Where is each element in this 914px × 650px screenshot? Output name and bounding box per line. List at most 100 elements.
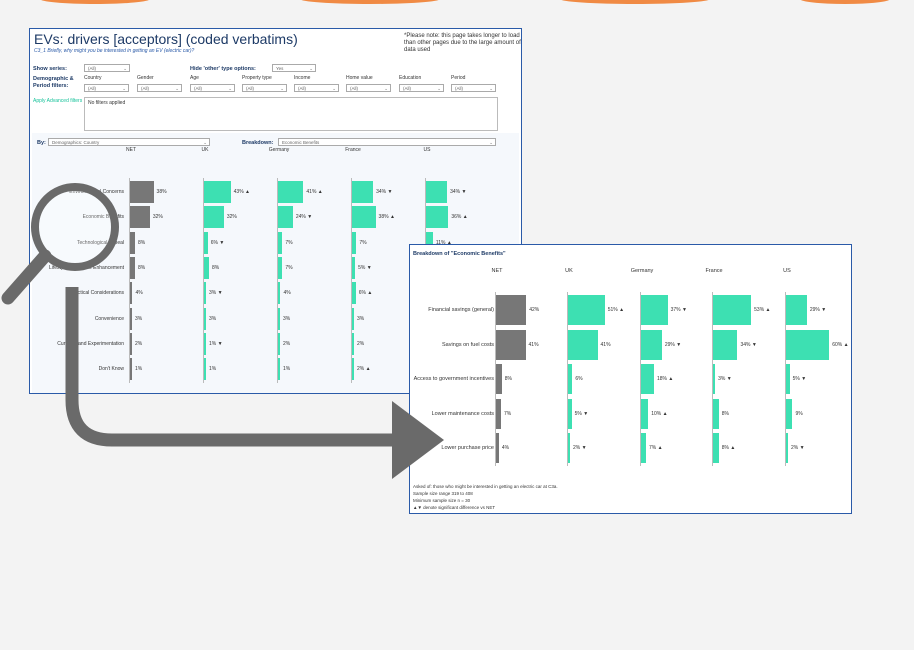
chevron-down-icon: ⌄ xyxy=(280,86,284,91)
filter-select[interactable]: (All) ⌄ xyxy=(84,84,129,92)
bar-value-label: 7% xyxy=(504,410,512,417)
chevron-down-icon: ⌄ xyxy=(228,86,232,91)
filter-value: (All) xyxy=(350,86,358,91)
bar-value-label: 41% xyxy=(528,341,539,348)
bar-value-label: 4% xyxy=(501,445,510,451)
bar-value-label: 5% ▼ xyxy=(574,410,589,417)
bar-value-label: 2% xyxy=(283,340,291,347)
country-bar xyxy=(786,329,830,360)
net-bar xyxy=(130,256,135,279)
net-bar xyxy=(496,433,499,463)
bar-value-label: 11% ▲ xyxy=(435,239,452,246)
bar-axis-line xyxy=(277,203,278,232)
bar-value-label: 3% ▼ xyxy=(209,290,223,297)
bar-value-label: 41% ▲ xyxy=(306,189,323,195)
filter-label: Property type xyxy=(242,75,272,81)
bar-axis-line xyxy=(785,395,786,432)
country-bar xyxy=(278,206,293,229)
country-bar xyxy=(204,206,224,229)
country-bar xyxy=(426,231,433,254)
bar-value-label: 2% xyxy=(135,340,143,347)
country-bar xyxy=(426,181,448,203)
row-label: Lower maintenance costs xyxy=(431,410,494,417)
row-label: Savings on fuel costs xyxy=(442,341,494,348)
bar-value-label: 2% ▼ xyxy=(791,445,805,451)
bar-axis-line xyxy=(129,203,130,232)
bar-value-label: 8% xyxy=(137,239,146,246)
filter-select[interactable]: (All) ⌄ xyxy=(242,84,287,92)
bar-value-label: 18% ▲ xyxy=(656,376,674,382)
net-bar xyxy=(130,358,132,381)
chevron-down-icon: ⌄ xyxy=(332,86,336,91)
bar-axis-line xyxy=(351,228,352,257)
by-select[interactable]: Demographics: Country ⌄ xyxy=(48,138,210,146)
column-header: UK xyxy=(565,268,573,274)
filter-select[interactable]: (All) ⌄ xyxy=(137,84,182,92)
bar-value-label: 3% xyxy=(357,315,365,322)
bar-axis-line xyxy=(712,361,713,397)
chevron-down-icon: ⌄ xyxy=(489,140,493,145)
bar-value-label: 5% ▼ xyxy=(792,376,807,382)
filter-value: (All) xyxy=(88,86,96,91)
bar-value-label: 9% xyxy=(795,410,803,417)
bar-axis-line xyxy=(640,361,641,397)
country-bar xyxy=(278,358,280,381)
filter-value: (All) xyxy=(246,86,254,91)
bar-value-label: 42% xyxy=(529,307,540,313)
row-label: Convenience xyxy=(94,315,124,322)
bar-value-label: 32% xyxy=(152,214,163,221)
bar-value-label: 2% xyxy=(357,340,365,347)
bar-value-label: 43% ▲ xyxy=(233,189,251,195)
bar-axis-line xyxy=(567,430,568,466)
chevron-down-icon: ⌄ xyxy=(309,66,313,71)
show-series-select[interactable]: (All) ⌄ xyxy=(84,64,130,72)
country-bar xyxy=(204,181,231,203)
bar-value-label: 1% ▼ xyxy=(209,340,223,347)
bar-value-label: 7% xyxy=(285,264,293,271)
bar-value-label: 38% xyxy=(156,189,167,195)
show-series-label: Show series: xyxy=(33,66,67,72)
country-bar xyxy=(713,398,719,429)
filter-select[interactable]: (All) ⌄ xyxy=(190,84,235,92)
apply-advanced-filters-link[interactable]: Apply Advanced filters xyxy=(33,98,83,104)
net-bar xyxy=(130,181,154,203)
bar-value-label: 34% ▼ xyxy=(376,189,393,195)
country-bar xyxy=(568,398,572,429)
row-label: Lifestyle/Social Life Enhancement xyxy=(48,264,124,271)
hide-other-select[interactable]: Yes ⌄ xyxy=(272,64,316,72)
country-bar xyxy=(641,295,668,325)
country-bar xyxy=(278,231,283,254)
country-bar xyxy=(352,282,356,305)
net-bar xyxy=(496,398,502,429)
bar-value-label: 8% ▲ xyxy=(721,445,736,451)
bar-value-label: 7% xyxy=(285,239,293,246)
bar-value-label: 1% xyxy=(135,366,143,373)
bar-axis-line xyxy=(567,292,568,328)
country-bar xyxy=(786,398,793,429)
bar-axis-line xyxy=(785,361,786,397)
footnote-line: Asked of: those who might be interested … xyxy=(413,484,558,489)
load-note: *Please note: this page takes longer to … xyxy=(404,33,521,53)
country-bar xyxy=(352,332,354,355)
breakdown-select[interactable]: Economic Benefits ⌄ xyxy=(278,138,496,146)
country-bar xyxy=(352,256,356,279)
country-bar xyxy=(352,181,374,203)
country-bar xyxy=(641,398,649,429)
filter-select[interactable]: (All) ⌄ xyxy=(399,84,444,92)
bar-axis-line xyxy=(203,178,204,206)
chevron-down-icon: ⌄ xyxy=(203,140,207,145)
bar-value-label: 34% ▼ xyxy=(740,341,757,348)
country-bar xyxy=(352,231,357,254)
filter-value: (All) xyxy=(141,86,149,91)
bar-value-label: 4% xyxy=(283,290,291,297)
filter-value: (All) xyxy=(194,86,202,91)
by-value: Demographics: Country xyxy=(52,140,100,145)
bar-axis-line xyxy=(351,203,352,232)
country-bar xyxy=(568,329,598,360)
filter-select[interactable]: (All) ⌄ xyxy=(294,84,339,92)
filter-select[interactable]: (All) ⌄ xyxy=(346,84,391,92)
filter-select[interactable]: (All) ⌄ xyxy=(451,84,496,92)
bar-value-label: 10% ▲ xyxy=(651,410,668,417)
country-bar xyxy=(426,206,449,229)
net-bar xyxy=(130,332,132,355)
